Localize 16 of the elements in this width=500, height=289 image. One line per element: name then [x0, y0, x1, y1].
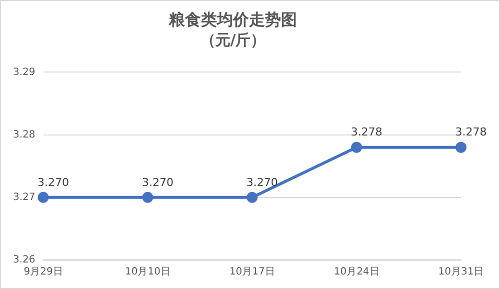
data-label: 3.270	[38, 176, 70, 189]
chart-subtitle: （元/斤）	[200, 31, 266, 50]
x-tick-label: 10月31日	[438, 266, 484, 278]
x-tick-label: 10月17日	[229, 266, 275, 278]
x-tick-label: 10月10日	[124, 266, 170, 278]
data-label: 3.278	[455, 126, 487, 139]
chart-title: 粮食类均价走势图	[168, 10, 297, 29]
y-tick-label: 3.28	[13, 129, 36, 140]
x-tick-label: 10月24日	[334, 266, 380, 278]
y-tick-label: 3.27	[13, 192, 36, 203]
data-label: 3.278	[350, 126, 382, 139]
y-tick-label: 3.29	[13, 66, 36, 78]
data-label: 3.270	[142, 176, 174, 189]
x-tick-label: 9月29日	[24, 266, 63, 278]
y-tick-label: 3.26	[13, 254, 36, 266]
data-label: 3.270	[246, 176, 278, 189]
